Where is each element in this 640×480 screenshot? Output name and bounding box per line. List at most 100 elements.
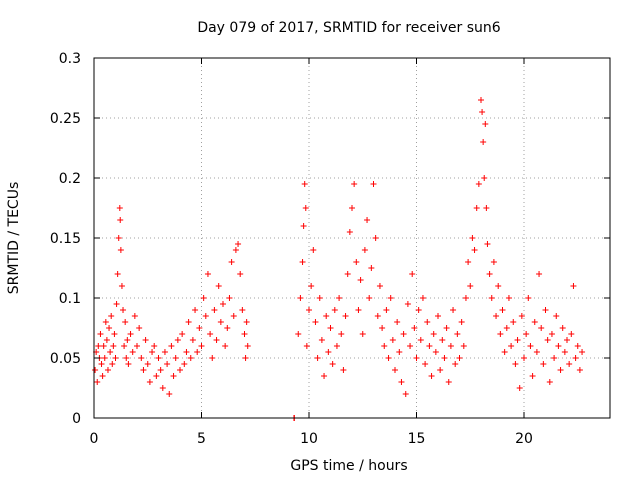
data-point — [297, 295, 304, 301]
data-point — [177, 367, 183, 373]
data-point — [124, 337, 131, 343]
data-point — [548, 331, 555, 337]
data-point — [469, 235, 476, 241]
data-point — [104, 367, 111, 373]
data-point — [302, 205, 309, 211]
data-point — [478, 97, 484, 103]
data-point — [432, 349, 439, 355]
data-point — [222, 343, 229, 349]
data-point — [134, 343, 140, 349]
data-point — [183, 349, 190, 355]
data-point — [484, 241, 491, 247]
data-point — [331, 307, 338, 313]
data-point — [516, 385, 523, 391]
data-point — [127, 331, 134, 337]
data-point — [473, 205, 480, 211]
data-point — [224, 325, 231, 331]
y-tick-label: 0.3 — [59, 51, 81, 67]
data-point — [338, 331, 345, 337]
data-point — [353, 259, 360, 265]
data-point — [419, 295, 426, 301]
data-point — [103, 337, 110, 343]
data-point — [441, 355, 448, 361]
y-tick-label: 0.15 — [50, 231, 81, 247]
data-point — [568, 331, 575, 337]
data-point — [170, 373, 177, 379]
data-point — [140, 367, 147, 373]
data-point — [364, 217, 371, 223]
data-point — [533, 349, 540, 355]
data-point — [196, 325, 203, 331]
data-point — [211, 307, 218, 313]
data-point — [508, 343, 515, 349]
data-point — [230, 313, 237, 319]
data-point — [458, 319, 465, 325]
data-point — [138, 355, 145, 361]
data-point — [439, 337, 446, 343]
data-point — [505, 295, 512, 301]
data-point — [447, 343, 454, 349]
data-point — [161, 349, 168, 355]
data-point — [99, 373, 106, 379]
data-point — [529, 373, 536, 379]
data-point — [113, 301, 120, 307]
data-point — [426, 343, 433, 349]
data-points — [92, 97, 586, 421]
data-point — [396, 349, 403, 355]
data-point — [374, 313, 381, 319]
data-point — [544, 337, 551, 343]
data-point — [497, 331, 504, 337]
chart-title: Day 079 of 2017, SRMTID for receiver sun… — [197, 20, 500, 36]
data-point — [316, 295, 323, 301]
data-point — [387, 295, 394, 301]
data-point — [116, 205, 123, 211]
data-point — [117, 247, 124, 253]
data-point — [561, 349, 568, 355]
data-point — [295, 331, 302, 337]
data-point — [94, 379, 101, 385]
data-point — [144, 361, 151, 367]
data-point — [417, 337, 424, 343]
data-point — [106, 325, 113, 331]
data-point — [525, 295, 532, 301]
data-point — [100, 343, 107, 349]
data-point — [479, 109, 486, 115]
data-point — [149, 349, 156, 355]
data-point — [430, 331, 437, 337]
data-point — [241, 331, 248, 337]
data-point — [510, 319, 517, 325]
data-point — [242, 355, 249, 361]
data-point — [181, 361, 188, 367]
data-point — [415, 307, 422, 313]
data-point — [366, 295, 373, 301]
data-point — [521, 355, 527, 361]
data-point — [471, 247, 478, 253]
data-point — [179, 331, 186, 337]
data-point — [400, 331, 407, 337]
data-point — [92, 367, 99, 373]
data-point — [95, 343, 102, 349]
data-point — [220, 301, 226, 307]
data-point — [527, 343, 534, 349]
data-point — [359, 331, 366, 337]
data-point — [327, 325, 334, 331]
data-point — [118, 283, 125, 289]
data-point — [538, 325, 545, 331]
data-point — [355, 307, 362, 313]
data-point — [407, 343, 414, 349]
data-point — [239, 307, 246, 313]
data-point — [424, 319, 431, 325]
data-point — [435, 313, 441, 319]
y-tick-label: 0.25 — [50, 111, 81, 127]
data-point — [189, 337, 196, 343]
data-point — [361, 247, 368, 253]
data-point — [325, 349, 332, 355]
y-tick-label: 0.1 — [59, 291, 81, 307]
data-point — [454, 331, 461, 337]
data-point — [564, 337, 570, 343]
data-point — [122, 319, 129, 325]
data-point — [243, 319, 250, 325]
x-tick-label: 0 — [90, 431, 99, 447]
data-point — [518, 313, 525, 319]
